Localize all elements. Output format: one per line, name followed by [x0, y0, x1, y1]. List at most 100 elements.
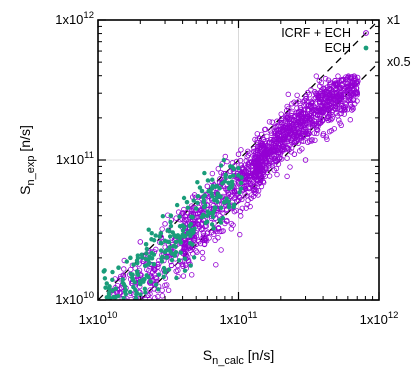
point-icrf-ech: [224, 217, 230, 224]
point-icrf-ech: [291, 138, 298, 145]
point-icrf-ech: [200, 255, 206, 261]
point-ech: [133, 295, 139, 300]
point-icrf-ech: [262, 173, 268, 179]
point-ech: [195, 180, 200, 185]
point-ech: [151, 261, 157, 267]
axis-titles: Sn_calc [n/s] Sn_exp [n/s]: [17, 125, 274, 367]
point-icrf-ech: [274, 143, 280, 149]
x-tick-label: 1x1010: [79, 310, 118, 327]
point-icrf-ech: [267, 128, 274, 134]
point-icrf-ech: [196, 217, 202, 224]
point-icrf-ech: [291, 117, 297, 123]
point-ech: [238, 180, 244, 186]
point-icrf-ech: [271, 153, 278, 159]
point-icrf-ech: [349, 107, 355, 113]
point-ech: [232, 202, 237, 207]
point-icrf-ech: [277, 136, 284, 142]
point-ech: [128, 255, 133, 261]
point-icrf-ech: [237, 231, 243, 238]
point-ech: [123, 292, 129, 297]
point-ech: [102, 276, 108, 281]
point-ech: [102, 268, 107, 273]
point-icrf-ech: [196, 239, 202, 245]
point-icrf-ech: [245, 197, 251, 203]
point-icrf-ech: [201, 241, 208, 248]
point-ech: [210, 214, 216, 220]
point-icrf-ech: [257, 177, 264, 184]
point-icrf-ech: [254, 137, 260, 143]
point-icrf-ech: [312, 137, 318, 143]
point-ech: [143, 241, 149, 247]
point-icrf-ech: [350, 104, 356, 111]
point-ech: [184, 199, 190, 205]
point-ech: [159, 241, 164, 246]
point-icrf-ech: [321, 105, 327, 111]
point-icrf-ech: [345, 82, 352, 89]
point-ech: [177, 214, 182, 219]
point-ech: [130, 276, 135, 282]
point-icrf-ech: [317, 112, 323, 118]
point-ech: [203, 220, 208, 226]
point-icrf-ech: [203, 236, 209, 242]
point-icrf-ech: [294, 92, 300, 98]
point-icrf-ech: [151, 266, 157, 273]
point-icrf-ech: [250, 171, 256, 178]
point-ech: [226, 199, 231, 204]
point-ech: [110, 288, 115, 293]
point-ech: [173, 239, 179, 245]
point-icrf-ech: [271, 167, 277, 173]
point-ech: [221, 157, 227, 163]
point-icrf-ech: [179, 216, 185, 222]
point-icrf-ech: [218, 247, 224, 253]
point-icrf-ech: [239, 205, 245, 211]
point-icrf-ech: [215, 166, 221, 172]
point-icrf-ech: [337, 111, 343, 117]
point-icrf-ech: [284, 103, 290, 110]
point-ech: [144, 246, 150, 252]
point-icrf-ech: [257, 179, 264, 186]
point-icrf-ech: [305, 89, 311, 96]
point-icrf-ech: [288, 130, 294, 137]
point-icrf-ech: [323, 98, 330, 105]
point-ech: [187, 223, 192, 229]
point-ech: [149, 237, 154, 242]
point-ech: [121, 282, 127, 287]
point-icrf-ech: [325, 117, 331, 124]
point-ech: [215, 199, 220, 204]
point-ech: [131, 262, 136, 267]
point-icrf-ech: [250, 187, 257, 194]
point-icrf-ech: [248, 182, 254, 188]
point-ech: [223, 172, 228, 178]
point-icrf-ech: [272, 156, 278, 162]
point-icrf-ech: [200, 230, 207, 236]
point-icrf-ech: [347, 117, 354, 123]
point-icrf-ech: [254, 139, 260, 146]
point-icrf-ech: [349, 83, 355, 89]
point-ech: [131, 284, 136, 290]
point-icrf-ech: [322, 76, 329, 82]
point-ech: [158, 248, 164, 253]
point-icrf-ech: [297, 128, 303, 134]
point-icrf-ech: [300, 123, 306, 129]
point-icrf-ech: [228, 193, 234, 200]
point-icrf-ech: [319, 92, 326, 99]
point-ech: [165, 228, 170, 233]
point-icrf-ech: [333, 103, 339, 110]
point-ech: [132, 280, 137, 285]
point-icrf-ech: [325, 90, 331, 96]
point-icrf-ech: [262, 126, 268, 133]
point-ech: [210, 184, 215, 189]
point-ech: [172, 233, 177, 238]
point-ech: [201, 195, 206, 200]
point-icrf-ech: [304, 106, 311, 113]
point-ech: [135, 271, 140, 276]
point-icrf-ech: [260, 161, 267, 167]
point-ech: [218, 205, 224, 210]
point-ech: [195, 194, 201, 199]
point-icrf-ech: [228, 226, 235, 232]
point-icrf-ech: [329, 115, 336, 121]
point-icrf-ech: [285, 113, 291, 119]
point-icrf-ech: [349, 90, 355, 97]
point-icrf-ech: [303, 102, 309, 108]
point-icrf-ech: [213, 228, 219, 235]
